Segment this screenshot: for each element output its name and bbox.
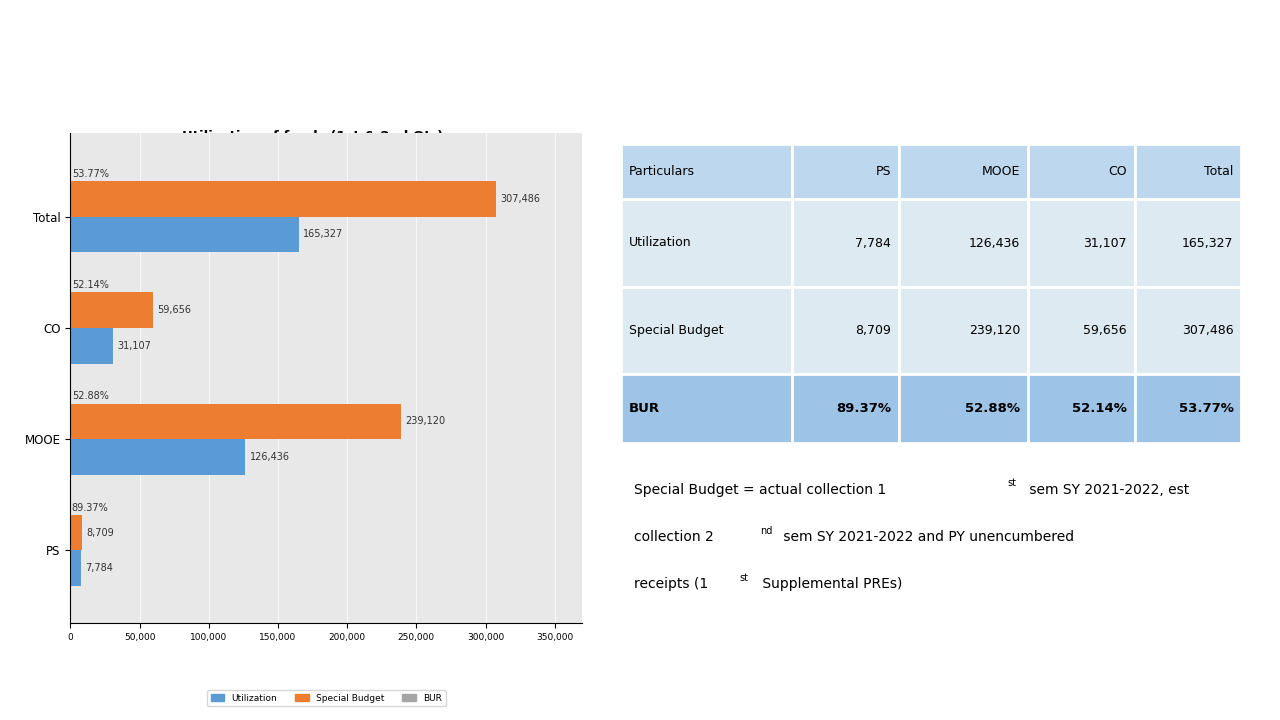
FancyBboxPatch shape	[1134, 199, 1242, 287]
Text: BUR: BUR	[628, 402, 659, 415]
FancyBboxPatch shape	[899, 374, 1028, 444]
Bar	[70, 439, 246, 474]
Text: University of Science and Technology of Southern Philippines: University of Science and Technology of …	[387, 687, 893, 704]
FancyBboxPatch shape	[1028, 144, 1134, 199]
Text: st: st	[739, 572, 748, 582]
Text: 31,107: 31,107	[1083, 236, 1126, 250]
FancyBboxPatch shape	[1028, 199, 1134, 287]
Text: 165,327: 165,327	[1183, 236, 1234, 250]
Text: CO: CO	[1108, 165, 1126, 179]
Text: 52.88%: 52.88%	[72, 392, 109, 401]
Text: Total: Total	[1204, 165, 1234, 179]
Bar	[70, 217, 300, 252]
FancyBboxPatch shape	[1134, 287, 1242, 374]
Text: MOOE: MOOE	[982, 165, 1020, 179]
FancyBboxPatch shape	[1134, 144, 1242, 199]
Text: sem SY 2021-2022 and PY unencumbered: sem SY 2021-2022 and PY unencumbered	[780, 531, 1074, 544]
Text: Utilization of funds (1st & 2nd Qtr): Utilization of funds (1st & 2nd Qtr)	[182, 130, 444, 143]
Text: Utilization: Utilization	[628, 236, 691, 250]
Text: 8,709: 8,709	[855, 323, 891, 337]
Text: st: st	[1007, 478, 1016, 488]
Text: 126,436: 126,436	[969, 236, 1020, 250]
Text: Special Budget: Special Budget	[628, 323, 723, 337]
Text: receipts (1: receipts (1	[634, 577, 708, 591]
FancyBboxPatch shape	[792, 199, 899, 287]
Bar	[70, 328, 114, 364]
Text: 52.14%: 52.14%	[72, 280, 109, 290]
Bar	[70, 551, 81, 586]
Text: 89.37%: 89.37%	[72, 503, 109, 513]
Legend: Utilization, Special Budget, BUR: Utilization, Special Budget, BUR	[207, 690, 445, 706]
Bar	[70, 404, 402, 439]
Text: 59,656: 59,656	[157, 305, 191, 315]
Text: 165,327: 165,327	[303, 230, 343, 240]
Text: nd: nd	[760, 526, 773, 536]
FancyBboxPatch shape	[792, 374, 899, 444]
FancyBboxPatch shape	[899, 144, 1028, 199]
Text: INTERNALLY GENERATED FUND: INTERNALLY GENERATED FUND	[197, 174, 429, 186]
Text: 8,709: 8,709	[87, 528, 114, 538]
Text: 307,486: 307,486	[1181, 323, 1234, 337]
Text: PS: PS	[876, 165, 891, 179]
FancyBboxPatch shape	[621, 199, 792, 287]
Text: 53.77%: 53.77%	[1179, 402, 1234, 415]
Text: 126,436: 126,436	[250, 452, 289, 462]
Text: Special Budget = actual collection 1: Special Budget = actual collection 1	[634, 484, 886, 498]
Text: Supplemental PREs): Supplemental PREs)	[758, 577, 902, 591]
FancyBboxPatch shape	[1028, 374, 1134, 444]
Text: 89.37%: 89.37%	[836, 402, 891, 415]
Text: 52.88%: 52.88%	[965, 402, 1020, 415]
Bar	[70, 292, 152, 328]
Text: 239,120: 239,120	[969, 323, 1020, 337]
Text: Particulars: Particulars	[628, 165, 695, 179]
Text: 31,107: 31,107	[118, 341, 151, 351]
Text: 52.14%: 52.14%	[1073, 402, 1126, 415]
Text: 53.77%: 53.77%	[72, 168, 109, 179]
FancyBboxPatch shape	[1134, 374, 1242, 444]
FancyBboxPatch shape	[1028, 287, 1134, 374]
FancyBboxPatch shape	[621, 287, 792, 374]
Text: collection 2: collection 2	[634, 531, 713, 544]
Text: 59,656: 59,656	[1083, 323, 1126, 337]
Text: 7,784: 7,784	[86, 563, 113, 573]
Bar	[70, 515, 82, 551]
FancyBboxPatch shape	[621, 374, 792, 444]
FancyBboxPatch shape	[792, 287, 899, 374]
Bar	[70, 181, 495, 217]
Text: Utilization of Funds as of June 2022: Utilization of Funds as of June 2022	[23, 29, 748, 63]
FancyBboxPatch shape	[899, 199, 1028, 287]
Text: sem SY 2021-2022, est: sem SY 2021-2022, est	[1025, 484, 1189, 498]
Text: 7,784: 7,784	[855, 236, 891, 250]
FancyBboxPatch shape	[899, 287, 1028, 374]
Text: 307,486: 307,486	[500, 194, 540, 204]
FancyBboxPatch shape	[792, 144, 899, 199]
FancyBboxPatch shape	[621, 144, 792, 199]
Text: 239,120: 239,120	[406, 416, 445, 426]
